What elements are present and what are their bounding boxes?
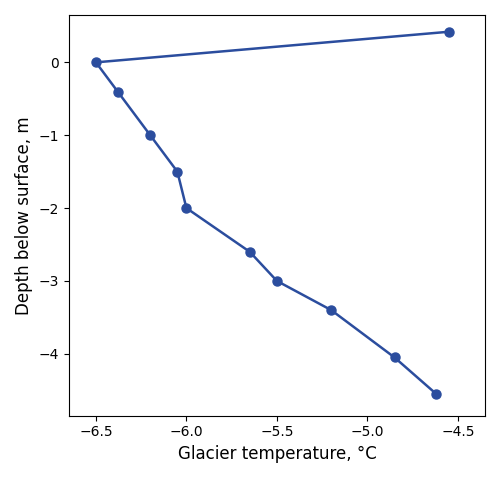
- X-axis label: Glacier temperature, °C: Glacier temperature, °C: [178, 445, 376, 463]
- Y-axis label: Depth below surface, m: Depth below surface, m: [15, 116, 33, 315]
